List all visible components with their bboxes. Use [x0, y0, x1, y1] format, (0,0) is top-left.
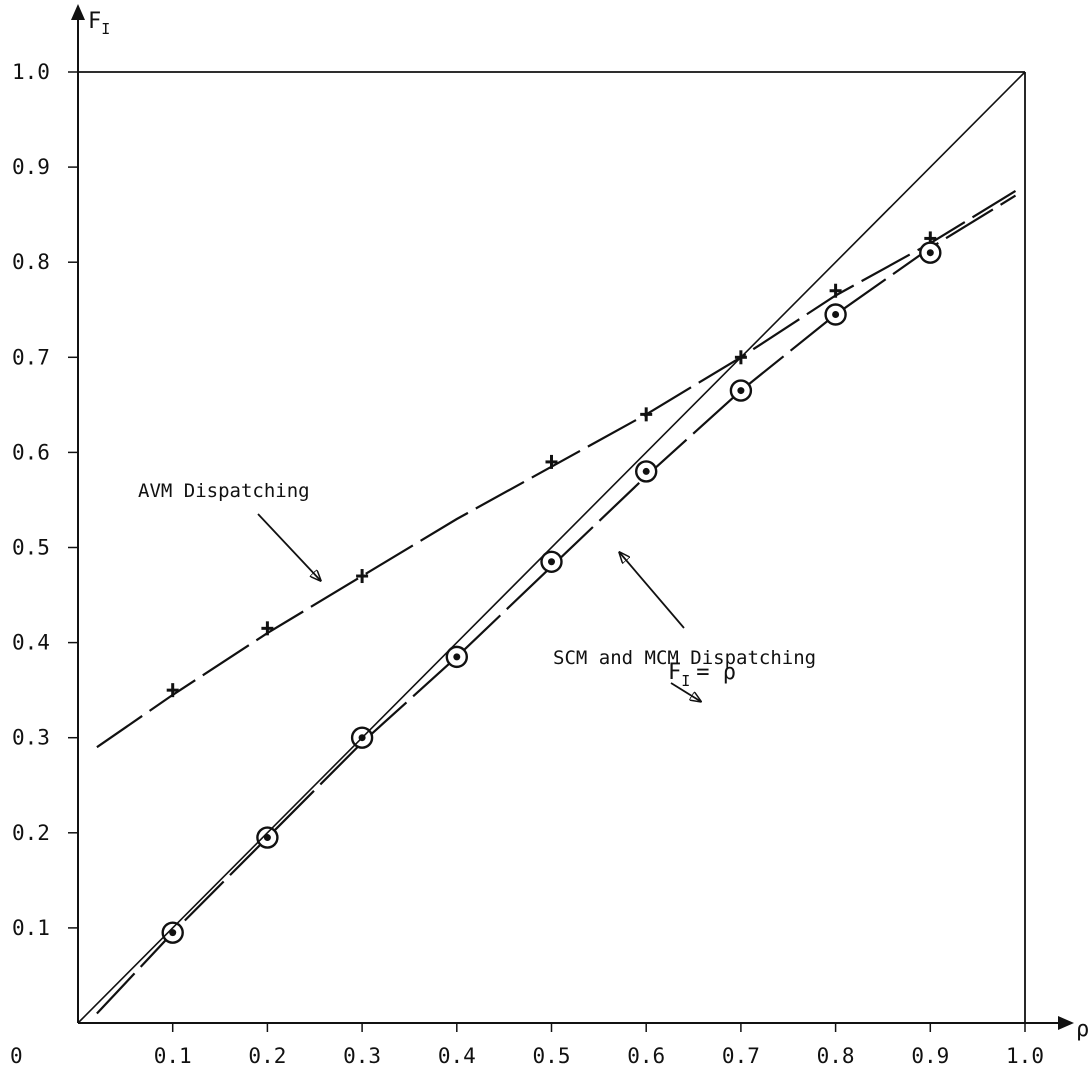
annotation-avm: AVM Dispatching [138, 480, 310, 502]
y-axis-title-main: F [88, 9, 101, 34]
origin-label: 0 [10, 1044, 23, 1068]
y-axis-ticks: 0.1 0.2 0.3 0.4 0.5 0.6 0.7 0.8 0.9 1.0 [12, 60, 78, 940]
x-tick-label: 0.3 [343, 1044, 381, 1068]
series-2 [77, 71, 1026, 1024]
annotation-identity-rest: = ρ [696, 660, 736, 685]
data-point-circle [919, 241, 942, 264]
x-axis-ticks: 0.1 0.2 0.3 0.4 0.5 0.6 0.7 0.8 0.9 1.0 [154, 1023, 1044, 1068]
data-point-circle [729, 379, 753, 402]
y-tick-label: 0.4 [12, 631, 50, 655]
y-tick-label: 0.8 [12, 250, 50, 274]
y-tick-label: 0.3 [12, 726, 50, 750]
annotation-identity: FI = ρ [668, 660, 736, 690]
y-axis-title: FI [88, 9, 110, 38]
series-line [77, 71, 1026, 1024]
annotation-avm-arrow [257, 513, 320, 580]
x-tick-label: 0.5 [533, 1044, 571, 1068]
y-tick-label: 0.9 [12, 155, 50, 179]
data-point-plus [829, 283, 842, 298]
data-point-circle [445, 645, 468, 669]
x-tick-label: 0.8 [817, 1044, 855, 1068]
y-axis-title-sub: I [101, 20, 110, 38]
y-tick-label: 0.2 [12, 821, 50, 845]
series-layer [77, 71, 1026, 1024]
annotation-scm-mcm: SCM and MCM Dispatching [553, 647, 816, 669]
data-point-plus [166, 683, 179, 698]
x-tick-label: 0.9 [911, 1044, 949, 1068]
data-point-circle [256, 826, 279, 849]
series-1 [96, 194, 1017, 1015]
data-point-plus [261, 621, 274, 636]
x-tick-label: 0.4 [438, 1044, 476, 1068]
annotation-scm-mcm-arrow [620, 553, 685, 629]
series-line [96, 194, 1017, 1015]
plot-frame [71, 4, 1074, 1030]
y-tick-label: 0.6 [12, 440, 50, 464]
data-point-circle [540, 550, 563, 573]
annotation-identity-main: F [668, 660, 681, 685]
y-tick-label: 1.0 [12, 60, 50, 84]
x-tick-label: 0.2 [248, 1044, 286, 1068]
y-axis-arrow [71, 4, 85, 20]
data-point-plus [356, 569, 369, 584]
x-tick-label: 0.7 [722, 1044, 760, 1068]
data-point-plus [640, 407, 653, 422]
x-tick-label: 1.0 [1006, 1044, 1044, 1068]
annotations: AVM Dispatching SCM and MCM Dispatching … [138, 480, 816, 701]
data-point-plus [545, 454, 558, 469]
y-tick-label: 0.1 [12, 916, 50, 940]
data-point-circle [824, 303, 847, 326]
x-tick-label: 0.6 [627, 1044, 665, 1068]
y-tick-label: 0.7 [12, 345, 50, 369]
x-tick-label: 0.1 [154, 1044, 192, 1068]
data-point-circle [635, 460, 658, 483]
annotation-identity-arrow [670, 682, 700, 701]
annotation-identity-sub: I [681, 672, 690, 690]
y-tick-label: 0.5 [12, 536, 50, 560]
x-axis-title: ρ [1076, 1017, 1089, 1042]
data-point-circle [161, 921, 184, 944]
x-axis-arrow [1058, 1016, 1074, 1030]
